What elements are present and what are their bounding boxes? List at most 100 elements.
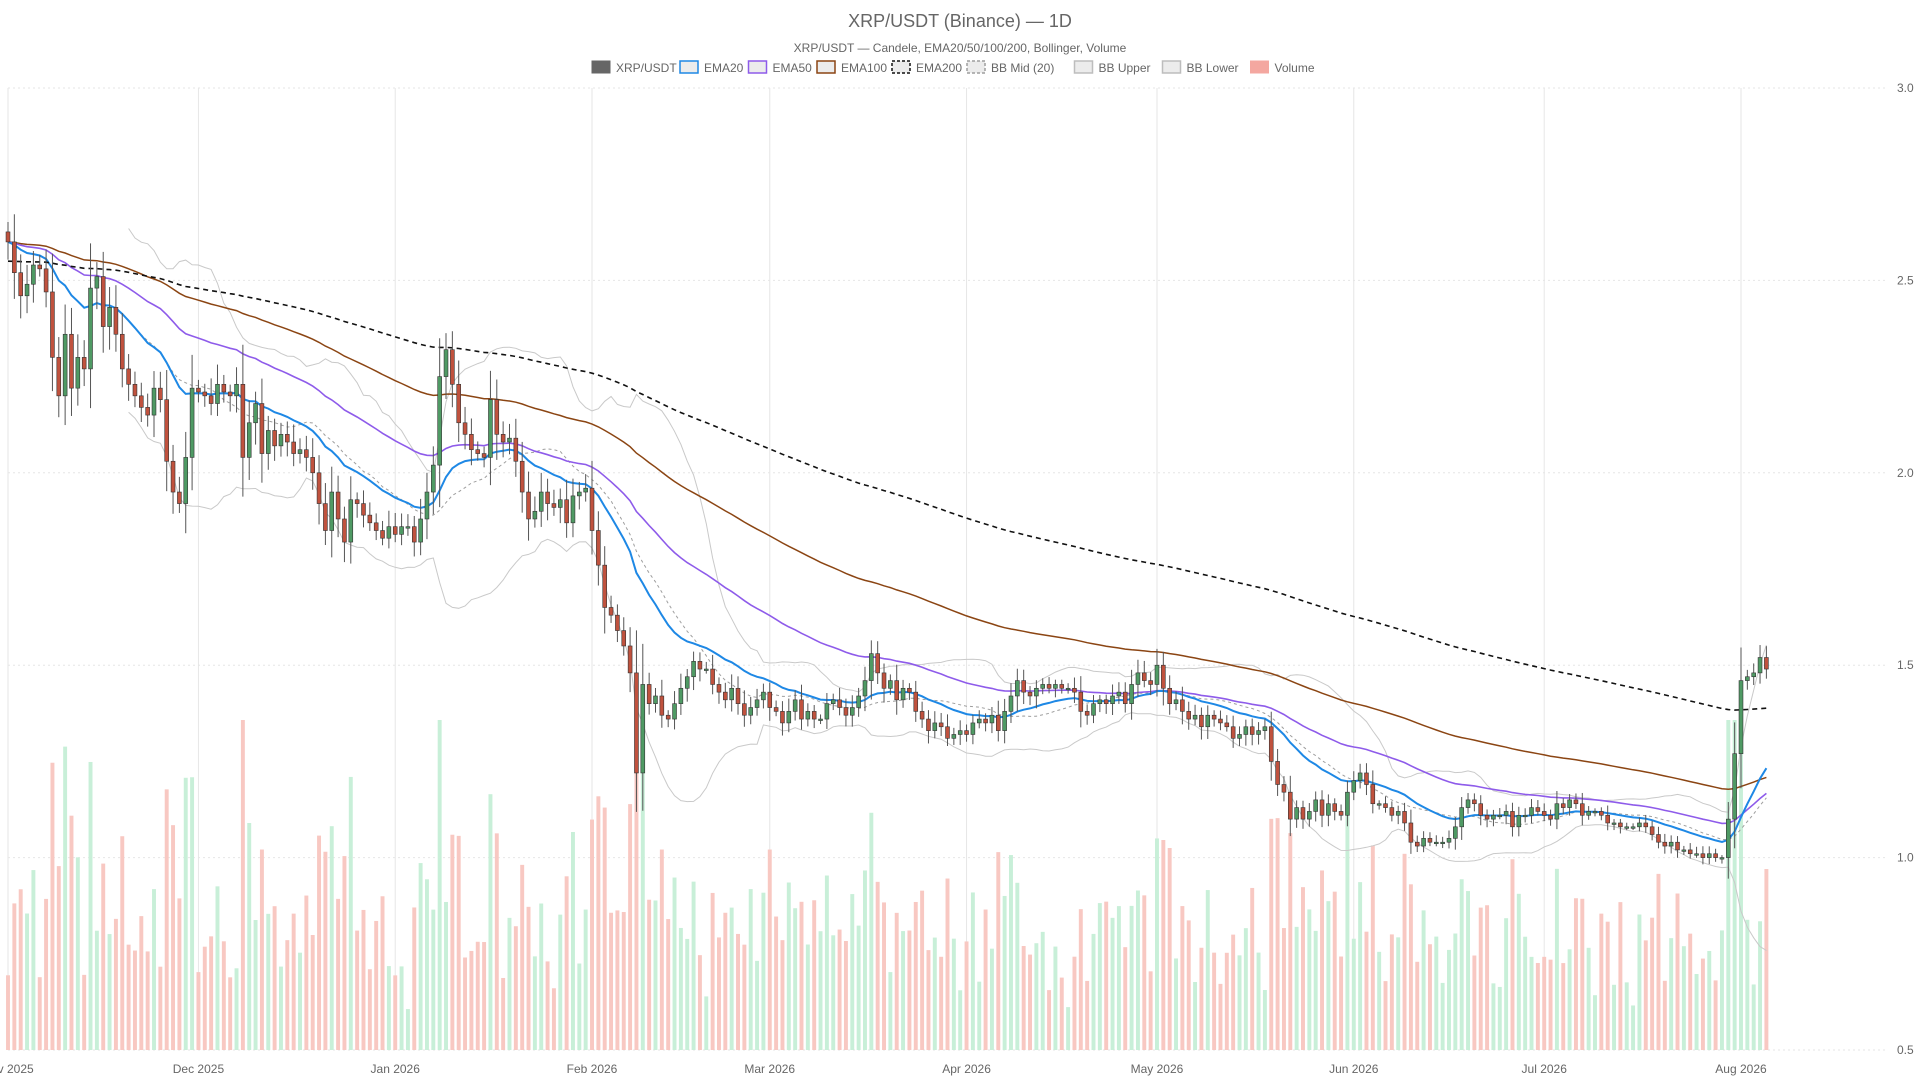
volume-bar: [1586, 947, 1591, 1050]
legend-item[interactable]: BB Mid (20): [966, 60, 1054, 75]
x-tick-label: Mar 2026: [744, 1062, 795, 1076]
legend-item[interactable]: BB Lower: [1161, 60, 1239, 75]
candle-body: [1199, 714, 1204, 728]
candle-body: [1414, 841, 1420, 847]
volume-bar: [1624, 982, 1629, 1050]
candle: [1243, 719, 1249, 746]
candle: [1338, 804, 1344, 821]
candle: [1281, 776, 1287, 802]
candle: [621, 617, 627, 656]
candle-body: [558, 499, 563, 508]
candle-body: [811, 711, 817, 720]
candle-body: [361, 503, 366, 516]
candle-body: [519, 460, 525, 493]
candle: [1745, 669, 1750, 690]
volume-bar: [1237, 955, 1242, 1050]
candle-body: [1389, 807, 1395, 816]
volume-bar: [1542, 956, 1547, 1050]
candle-body: [1015, 680, 1020, 697]
candle-body: [742, 703, 747, 716]
y-tick-label: 0.5: [1897, 1043, 1914, 1057]
volume-bar: [1719, 930, 1724, 1050]
volume-bar: [742, 944, 747, 1050]
candle: [437, 338, 442, 508]
candle: [405, 514, 411, 536]
x-tick-label: Dec 2025: [173, 1062, 225, 1076]
candle: [1129, 669, 1134, 720]
candle-body: [100, 276, 106, 327]
volume-bar: [729, 907, 734, 1050]
candle: [507, 423, 512, 455]
candle-body: [221, 383, 227, 393]
volume-bar: [1301, 887, 1305, 1050]
volume-bar: [75, 857, 80, 1050]
candle-body: [234, 383, 239, 397]
candle-body: [780, 711, 785, 724]
candle: [1122, 682, 1128, 713]
candle-body: [1173, 699, 1179, 704]
volume-bar: [1713, 980, 1718, 1050]
legend-item[interactable]: BB Upper: [1073, 60, 1151, 75]
legend-item[interactable]: EMA100: [816, 60, 887, 75]
candle: [1167, 675, 1172, 715]
candle: [945, 714, 950, 747]
candle-body: [1662, 841, 1668, 847]
volume-bar: [1110, 917, 1115, 1050]
volume-bar: [882, 902, 886, 1050]
volume-bar: [1040, 931, 1045, 1050]
candle: [69, 307, 74, 416]
volume-bar: [291, 913, 296, 1050]
volume-bar: [774, 916, 779, 1050]
candle-body: [1649, 826, 1655, 835]
candle: [1618, 818, 1623, 834]
legend-item[interactable]: XRP/USDT: [591, 60, 677, 75]
candle-body: [1135, 672, 1141, 685]
volume-bar: [539, 903, 544, 1050]
volume-bar: [1135, 890, 1140, 1050]
volume-bar: [405, 1009, 410, 1050]
candle: [246, 400, 252, 480]
candle: [1186, 701, 1191, 730]
candle-body: [418, 518, 423, 543]
candle-body: [615, 614, 620, 631]
volume-bar: [152, 889, 156, 1050]
candle: [100, 251, 106, 353]
candle-body: [1097, 699, 1103, 704]
candle-body: [710, 668, 715, 685]
candle: [1319, 790, 1325, 828]
volume-bar: [1085, 980, 1090, 1050]
legend-label: EMA200: [916, 61, 962, 75]
volume-bar: [1021, 946, 1026, 1050]
legend-item[interactable]: EMA20: [679, 60, 744, 75]
candle-body: [69, 333, 74, 389]
candle: [1307, 803, 1312, 827]
volume-bar: [1700, 958, 1705, 1050]
candle: [627, 627, 633, 693]
volume-bar: [507, 917, 512, 1050]
candle-body: [767, 691, 773, 708]
volume-bar: [1459, 879, 1464, 1050]
candle: [177, 476, 182, 513]
candle-body: [323, 503, 328, 531]
volume-bar: [1320, 870, 1324, 1050]
candle-body: [126, 368, 131, 385]
volume-bar: [1370, 845, 1375, 1050]
candle: [1611, 819, 1617, 831]
volume-bar: [342, 856, 347, 1050]
candle-body: [824, 703, 830, 720]
candle: [1453, 817, 1458, 850]
candle: [424, 472, 430, 540]
legend-item[interactable]: EMA200: [891, 60, 962, 75]
volume-bar: [126, 944, 131, 1050]
legend-item[interactable]: Volume: [1250, 60, 1315, 75]
candle-body: [1459, 807, 1464, 828]
candle-body: [1237, 734, 1242, 739]
candle: [538, 472, 544, 527]
candle-body: [996, 714, 1001, 731]
candle-body: [285, 434, 290, 443]
candle-body: [494, 399, 500, 435]
legend-label: BB Upper: [1099, 61, 1151, 75]
legend-item[interactable]: EMA50: [747, 60, 813, 75]
candle: [1497, 808, 1503, 820]
volume-bar: [82, 974, 87, 1050]
